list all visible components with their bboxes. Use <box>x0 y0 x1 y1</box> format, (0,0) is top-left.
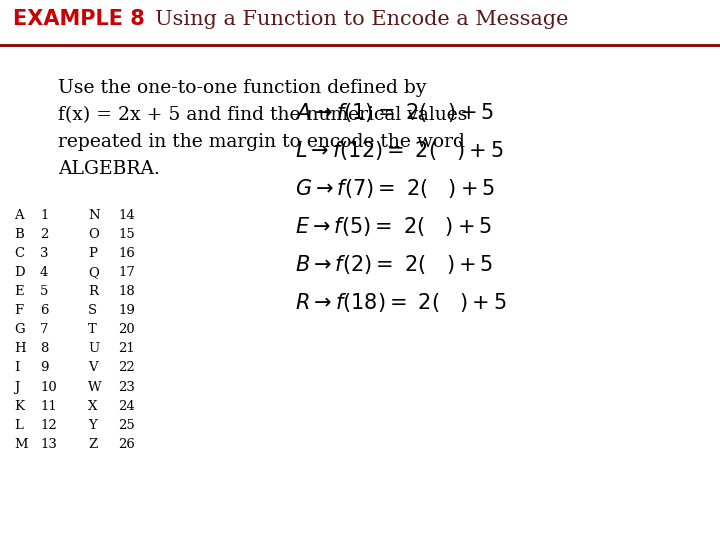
Text: X: X <box>88 400 97 413</box>
Text: Q: Q <box>88 266 99 279</box>
Text: 22: 22 <box>118 361 135 375</box>
Text: 20: 20 <box>118 323 135 336</box>
Text: EXAMPLE 8: EXAMPLE 8 <box>13 9 145 30</box>
Text: $R \rightarrow f(18) = \ 2(\quad)+5$: $R \rightarrow f(18) = \ 2(\quad)+5$ <box>295 291 507 314</box>
Text: 15: 15 <box>118 228 135 241</box>
Text: I: I <box>14 361 19 375</box>
Text: D: D <box>14 266 24 279</box>
Text: 9: 9 <box>40 361 48 375</box>
Text: 5: 5 <box>40 285 48 298</box>
Text: 17: 17 <box>118 266 135 279</box>
Text: G: G <box>14 323 24 336</box>
Text: V: V <box>88 361 98 375</box>
Text: 16: 16 <box>118 247 135 260</box>
Text: Y: Y <box>88 418 96 431</box>
Text: $B \rightarrow f(2) = \ 2(\quad)+5$: $B \rightarrow f(2) = \ 2(\quad)+5$ <box>295 253 493 276</box>
Text: H: H <box>14 342 26 355</box>
Text: 21: 21 <box>118 342 135 355</box>
Text: ALGEBRA.: ALGEBRA. <box>58 160 160 178</box>
Text: N: N <box>88 209 99 222</box>
Text: 3: 3 <box>40 247 48 260</box>
Text: M: M <box>14 438 27 451</box>
Text: B: B <box>14 228 24 241</box>
Text: S: S <box>88 305 97 318</box>
Text: 1: 1 <box>40 209 48 222</box>
Text: E: E <box>14 285 24 298</box>
Text: C: C <box>14 247 24 260</box>
Text: J: J <box>14 381 19 394</box>
Text: 18: 18 <box>118 285 135 298</box>
Text: W: W <box>88 381 102 394</box>
Text: T: T <box>88 323 96 336</box>
Text: 11: 11 <box>40 400 57 413</box>
Text: O: O <box>88 228 99 241</box>
Text: 25: 25 <box>118 418 135 431</box>
Text: $G \rightarrow f(7) = \ 2(\quad)+5$: $G \rightarrow f(7) = \ 2(\quad)+5$ <box>295 177 495 200</box>
Text: F: F <box>14 305 23 318</box>
Text: $L \rightarrow f(12) = \ 2(\quad)+5$: $L \rightarrow f(12) = \ 2(\quad)+5$ <box>295 139 504 162</box>
Text: R: R <box>88 285 98 298</box>
Text: 24: 24 <box>118 400 135 413</box>
Text: 12: 12 <box>40 418 57 431</box>
Text: 19: 19 <box>118 305 135 318</box>
Text: P: P <box>88 247 97 260</box>
Text: repeated in the margin to encode the word: repeated in the margin to encode the wor… <box>58 133 465 151</box>
Text: 4: 4 <box>40 266 48 279</box>
Text: 26: 26 <box>118 438 135 451</box>
Text: 6: 6 <box>40 305 48 318</box>
Text: f(x) = 2x + 5 and find the numerical values: f(x) = 2x + 5 and find the numerical val… <box>58 106 467 124</box>
Text: 13: 13 <box>40 438 57 451</box>
Text: A: A <box>14 209 24 222</box>
Text: Using a Function to Encode a Message: Using a Function to Encode a Message <box>155 10 568 29</box>
Text: U: U <box>88 342 99 355</box>
Text: Use the one-to-one function defined by: Use the one-to-one function defined by <box>58 79 426 97</box>
Text: K: K <box>14 400 24 413</box>
Text: 2: 2 <box>40 228 48 241</box>
Text: $E \rightarrow f(5) = \ 2(\quad)+5$: $E \rightarrow f(5) = \ 2(\quad)+5$ <box>295 215 492 238</box>
Text: L: L <box>14 418 23 431</box>
Text: 8: 8 <box>40 342 48 355</box>
Text: 10: 10 <box>40 381 57 394</box>
Text: 23: 23 <box>118 381 135 394</box>
Text: $A \rightarrow f(1) = \ 2(\quad)+5$: $A \rightarrow f(1) = \ 2(\quad)+5$ <box>295 101 494 124</box>
Text: Z: Z <box>88 438 97 451</box>
Text: 7: 7 <box>40 323 48 336</box>
Text: 14: 14 <box>118 209 135 222</box>
